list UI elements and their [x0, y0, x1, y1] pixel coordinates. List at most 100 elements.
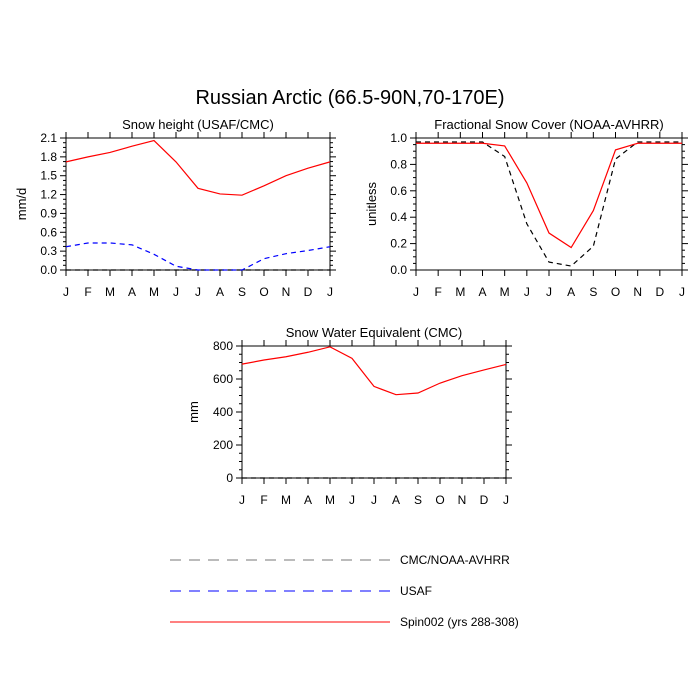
data-point [658, 142, 661, 145]
data-point [681, 142, 684, 145]
y-tick-label: 0 [226, 471, 233, 485]
x-tick-label: F [434, 285, 441, 299]
y-tick-label: 0.6 [40, 225, 57, 239]
data-point [197, 187, 200, 190]
data-point [548, 261, 551, 264]
x-tick-label: M [455, 285, 465, 299]
x-tick-label: A [304, 493, 312, 507]
plot-frame [415, 137, 683, 271]
y-tick-label: 2.1 [40, 131, 57, 145]
data-point [505, 363, 508, 366]
data-point [153, 269, 156, 272]
data-point [263, 269, 266, 272]
chart-panel: Snow height (USAF/CMC) mm/d 0.0 0.3 0.6 0.9 1.… [14, 117, 336, 299]
data-point [263, 184, 266, 187]
x-tick-label: A [567, 285, 575, 299]
data-point [307, 351, 310, 354]
data-point [395, 393, 398, 396]
data-point [461, 374, 464, 377]
y-tick-label: 0.0 [40, 263, 57, 277]
y-tick-label: 800 [213, 339, 233, 353]
y-axis-label: mm [186, 401, 201, 423]
y-tick-label: 400 [213, 405, 233, 419]
data-point [439, 477, 442, 480]
x-tick-label: S [238, 285, 246, 299]
data-point [461, 477, 464, 480]
x-tick-label: J [679, 285, 685, 299]
data-point [570, 265, 573, 268]
legend: CMC/NOAA-AVHRR USAF Spin002 (yrs 288-308) [170, 553, 519, 629]
legend-item: USAF [170, 584, 432, 598]
data-point [263, 359, 266, 362]
x-tick-label: S [414, 493, 422, 507]
y-tick-label: 0.2 [390, 237, 407, 251]
data-point [329, 269, 332, 272]
data-point [153, 253, 156, 256]
data-point [109, 151, 112, 154]
y-tick-label: 0.4 [390, 210, 407, 224]
x-tick-label: J [239, 493, 245, 507]
data-point [175, 160, 178, 163]
data-point [503, 155, 506, 158]
x-tick-label: D [304, 285, 313, 299]
x-tick-label: M [281, 493, 291, 507]
data-point [219, 192, 222, 195]
data-point [483, 477, 486, 480]
y-tick-label: 0.6 [390, 184, 407, 198]
y-tick-label: 1.8 [40, 150, 57, 164]
data-point [503, 144, 506, 147]
data-point [636, 142, 639, 145]
data-point [525, 222, 528, 225]
panel-title: Snow height (USAF/CMC) [122, 117, 274, 132]
data-point [87, 241, 90, 244]
x-tick-label: A [478, 285, 486, 299]
data-point [329, 160, 332, 163]
data-point [285, 355, 288, 358]
x-tick-label: O [259, 285, 268, 299]
data-point [307, 269, 310, 272]
y-tick-label: 200 [213, 438, 233, 452]
data-point [439, 382, 442, 385]
x-tick-label: M [500, 285, 510, 299]
data-point [437, 142, 440, 145]
data-point [329, 245, 332, 248]
data-point [614, 158, 617, 161]
plot-frame [241, 345, 507, 479]
legend-item: CMC/NOAA-AVHRR [170, 553, 510, 567]
x-tick-label: J [327, 285, 333, 299]
chart-panel: Fractional Snow Cover (NOAA-AVHRR) unitle… [364, 117, 688, 299]
x-tick-label: J [546, 285, 552, 299]
data-point [131, 243, 134, 246]
data-point [131, 145, 134, 148]
y-tick-label: 0.3 [40, 244, 57, 258]
data-point [241, 269, 244, 272]
data-point [219, 269, 222, 272]
data-point [241, 477, 244, 480]
data-point [505, 477, 508, 480]
data-point [285, 269, 288, 272]
data-point [109, 241, 112, 244]
data-point [285, 174, 288, 177]
data-point [614, 148, 617, 151]
y-tick-label: 600 [213, 372, 233, 386]
data-point [307, 167, 310, 170]
x-tick-label: J [173, 285, 179, 299]
data-point [570, 246, 573, 249]
x-tick-label: A [128, 285, 136, 299]
series-line [65, 139, 331, 196]
series-line [416, 141, 682, 267]
data-point [459, 142, 462, 145]
y-tick-label: 0.9 [40, 206, 57, 220]
y-tick-label: 1.2 [40, 188, 57, 202]
y-tick-label: 0.8 [390, 157, 407, 171]
x-tick-label: M [149, 285, 159, 299]
x-tick-label: J [524, 285, 530, 299]
data-point [263, 477, 266, 480]
data-point [65, 269, 68, 272]
data-point [197, 269, 200, 272]
x-tick-label: J [503, 493, 509, 507]
data-point [417, 477, 420, 480]
panel-title: Snow Water Equivalent (CMC) [286, 325, 463, 340]
data-point [351, 477, 354, 480]
